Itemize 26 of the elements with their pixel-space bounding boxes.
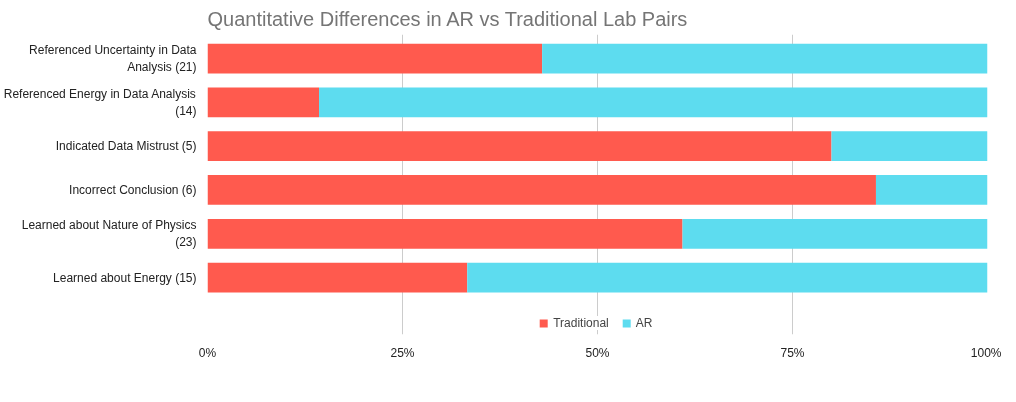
x-tick-label: 25% (390, 345, 415, 360)
y-tick-label: Referenced Energy in Data Analysis (14) (3, 86, 197, 118)
bar (207, 218, 683, 249)
x-tick-label: 75% (780, 345, 805, 360)
chart-title: Quantitative Differences in AR vs Traditional Lab Pairs (207, 7, 688, 30)
bar (207, 175, 876, 205)
y-tick-label: Incorrect Conclusion (6) (69, 182, 197, 197)
legend-label: Traditional (553, 316, 609, 330)
bar (207, 43, 543, 74)
bar (207, 87, 320, 118)
bar (542, 43, 988, 74)
bar (831, 131, 988, 162)
legend-label: AR (635, 316, 654, 330)
x-tick-label: 0% (198, 345, 217, 360)
bar (207, 131, 832, 162)
y-tick-label: Learned about Energy (15) (53, 270, 197, 285)
x-tick-label: 100% (970, 345, 1002, 360)
x-tick-label: 50% (585, 345, 610, 360)
bar (682, 218, 988, 249)
y-tick-label: Referenced Uncertainty in Data Analysis (21) (29, 43, 197, 74)
bar (207, 262, 468, 293)
bar (875, 175, 988, 205)
bar (467, 262, 988, 293)
bar (319, 87, 988, 118)
y-tick-label: Learned about Nature of Physics (23) (21, 218, 197, 250)
y-tick-label: Indicated Data Mistrust (5) (55, 139, 197, 154)
